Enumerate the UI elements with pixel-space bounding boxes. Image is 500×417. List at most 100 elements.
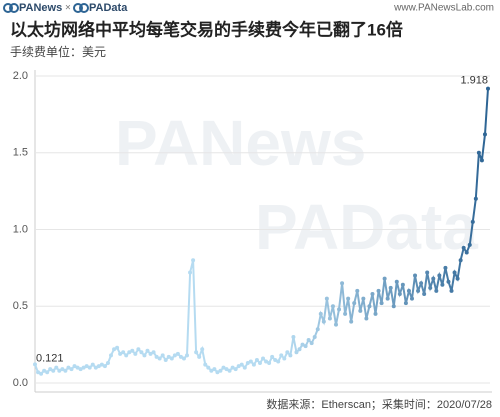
point	[230, 365, 235, 370]
website: www.PANewsLab.com	[393, 3, 494, 14]
subtitle: 手续费单位：美元	[10, 44, 106, 59]
point	[327, 316, 332, 321]
point	[242, 365, 247, 370]
point	[60, 367, 65, 372]
point	[93, 365, 98, 370]
point	[215, 370, 220, 375]
point	[206, 365, 211, 370]
point	[391, 304, 396, 309]
point	[212, 367, 217, 372]
point	[264, 359, 269, 364]
point	[96, 364, 101, 369]
y-tick-label: 2.0	[13, 70, 28, 82]
point	[343, 311, 348, 316]
point	[63, 368, 68, 373]
point	[288, 353, 293, 358]
point	[151, 350, 156, 355]
point	[200, 347, 205, 352]
point	[218, 368, 223, 373]
point	[227, 368, 232, 373]
point	[175, 351, 180, 356]
point	[376, 288, 381, 293]
point	[370, 291, 375, 296]
point	[57, 368, 62, 373]
point	[300, 342, 305, 347]
point	[355, 288, 360, 293]
point	[349, 319, 354, 324]
point	[105, 361, 110, 366]
point	[84, 364, 89, 369]
point	[416, 288, 421, 293]
y-tick-label: 0.5	[13, 300, 28, 312]
point	[139, 350, 144, 355]
point	[169, 356, 174, 361]
point	[434, 288, 439, 293]
point	[109, 353, 114, 358]
point	[403, 301, 408, 306]
point	[449, 288, 454, 293]
point	[330, 304, 335, 309]
brand: PANews	[19, 2, 62, 14]
point	[486, 86, 490, 91]
point	[112, 347, 117, 352]
point	[188, 270, 193, 275]
point	[394, 279, 399, 284]
point	[385, 296, 390, 301]
point	[136, 347, 141, 352]
point	[476, 150, 481, 155]
point	[42, 368, 47, 373]
point	[419, 281, 424, 286]
point	[102, 364, 107, 369]
point	[194, 350, 199, 355]
point	[373, 311, 378, 316]
point	[294, 350, 299, 355]
logo	[3, 3, 89, 13]
point	[437, 273, 442, 278]
point	[388, 285, 393, 290]
point	[446, 279, 451, 284]
point	[318, 311, 323, 316]
point	[166, 354, 171, 359]
point	[81, 365, 86, 370]
point	[163, 357, 168, 362]
point	[406, 288, 411, 293]
point	[282, 356, 287, 361]
point	[142, 353, 147, 358]
point	[461, 245, 466, 250]
point	[413, 273, 418, 278]
point	[69, 367, 74, 372]
point	[324, 296, 329, 301]
point	[333, 322, 338, 327]
point	[90, 362, 95, 367]
point	[270, 354, 275, 359]
point	[409, 296, 414, 301]
point	[422, 291, 427, 296]
point	[352, 301, 357, 306]
point	[160, 353, 165, 358]
point	[379, 301, 384, 306]
point	[312, 334, 317, 339]
point	[115, 345, 120, 350]
point	[452, 270, 457, 275]
point	[75, 365, 80, 370]
point	[154, 354, 159, 359]
point	[121, 350, 126, 355]
point	[254, 357, 259, 362]
point	[221, 365, 226, 370]
point	[191, 258, 196, 263]
point	[291, 334, 296, 339]
point	[39, 371, 44, 376]
point	[245, 361, 250, 366]
point	[148, 351, 153, 356]
point	[276, 359, 281, 364]
point	[464, 250, 469, 255]
point	[425, 270, 430, 275]
point	[297, 347, 302, 352]
point	[45, 370, 50, 375]
point	[157, 356, 162, 361]
point	[285, 350, 290, 355]
y-tick-label: 0.0	[13, 377, 28, 389]
point	[482, 132, 487, 137]
point	[66, 365, 71, 370]
point	[367, 304, 372, 309]
